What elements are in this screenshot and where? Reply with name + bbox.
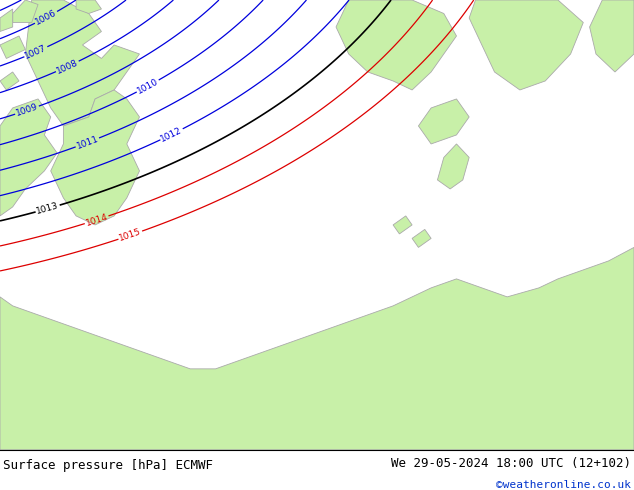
Text: 1014: 1014 — [84, 212, 109, 228]
Polygon shape — [51, 90, 139, 225]
Polygon shape — [0, 36, 25, 58]
Text: ©weatheronline.co.uk: ©weatheronline.co.uk — [496, 480, 631, 490]
Polygon shape — [0, 9, 13, 31]
Text: 1006: 1006 — [34, 8, 58, 27]
Polygon shape — [13, 0, 38, 23]
Polygon shape — [469, 0, 583, 90]
Text: 1009: 1009 — [15, 102, 39, 118]
Text: 1013: 1013 — [36, 201, 60, 216]
Text: 1011: 1011 — [75, 134, 100, 151]
Text: We 29-05-2024 18:00 UTC (12+102): We 29-05-2024 18:00 UTC (12+102) — [391, 457, 631, 470]
Text: Surface pressure [hPa] ECMWF: Surface pressure [hPa] ECMWF — [3, 460, 213, 472]
Polygon shape — [393, 216, 412, 234]
Text: 1008: 1008 — [55, 58, 80, 75]
Polygon shape — [0, 99, 57, 216]
Polygon shape — [590, 0, 634, 72]
Polygon shape — [25, 0, 139, 126]
Polygon shape — [0, 72, 19, 90]
Polygon shape — [0, 247, 634, 450]
Text: 1010: 1010 — [136, 76, 160, 96]
Polygon shape — [336, 0, 456, 90]
Polygon shape — [412, 229, 431, 247]
Polygon shape — [437, 144, 469, 189]
Text: 1007: 1007 — [23, 43, 48, 61]
Polygon shape — [418, 99, 469, 144]
Text: 1012: 1012 — [159, 125, 184, 144]
Polygon shape — [76, 0, 101, 14]
Text: 1015: 1015 — [118, 227, 143, 243]
